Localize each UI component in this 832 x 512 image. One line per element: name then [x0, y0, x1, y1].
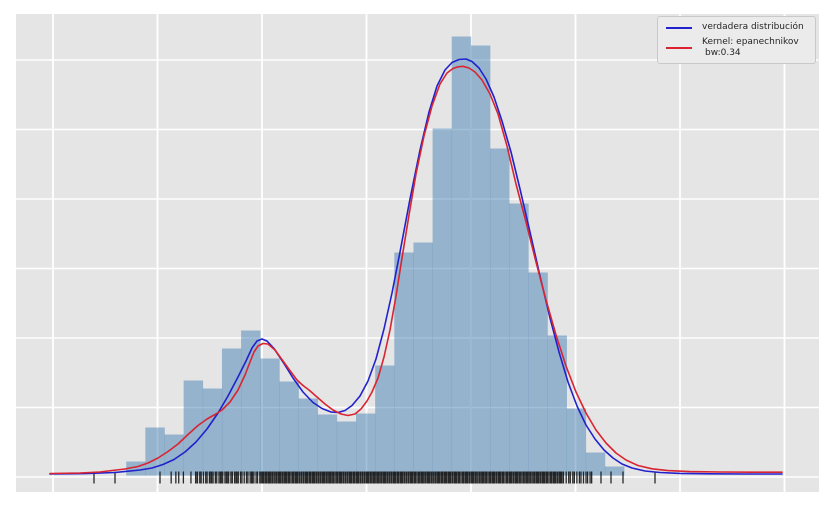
- histogram-bar: [585, 452, 606, 476]
- histogram-bar: [336, 421, 357, 476]
- histogram-bar: [509, 203, 529, 476]
- histogram-bar: [470, 45, 491, 476]
- histogram-bar: [260, 358, 280, 476]
- legend-entry-kernel: Kernel: epanechnikov bw:0.34: [666, 37, 809, 59]
- histogram-bar: [164, 434, 184, 476]
- histogram-bar: [241, 330, 261, 476]
- legend-label-kernel-line2: bw:0.34: [705, 48, 741, 58]
- legend-label-kernel-line1: Kernel: epanechnikov: [702, 37, 799, 47]
- histogram-bar: [394, 252, 414, 476]
- histogram-bar: [298, 398, 318, 476]
- histogram-bars: [126, 36, 625, 476]
- legend-entry-true-distribution: verdadera distribución: [666, 22, 809, 33]
- legend-label-kernel: Kernel: epanechnikov bw:0.34: [702, 37, 799, 59]
- kde-curve: [49, 65, 783, 475]
- histogram-bar: [604, 466, 625, 476]
- histogram-bar: [375, 365, 395, 476]
- histogram-bar: [490, 148, 510, 476]
- legend-label-true-distribution: verdadera distribución: [702, 22, 804, 32]
- legend-box: verdadera distribución Kernel: epanechni…: [657, 16, 816, 64]
- histogram-bar: [451, 36, 472, 476]
- true-distribution-line-swatch: [666, 26, 692, 29]
- histogram-bar: [221, 348, 242, 476]
- rug-marks: [93, 471, 656, 484]
- histogram-bar: [202, 388, 223, 476]
- histogram-bar: [413, 242, 433, 476]
- histogram-bar: [317, 414, 338, 476]
- histogram-bar: [528, 272, 548, 476]
- histogram-bar: [356, 413, 376, 476]
- true-distribution-curve: [49, 58, 783, 475]
- histogram-bar: [547, 335, 567, 476]
- histogram-bar: [145, 427, 165, 476]
- histogram-bar: [279, 381, 299, 476]
- histogram-bar: [432, 128, 453, 476]
- kde-line-swatch: [666, 47, 692, 49]
- histogram-bar: [566, 408, 587, 476]
- histogram-bar: [183, 380, 204, 476]
